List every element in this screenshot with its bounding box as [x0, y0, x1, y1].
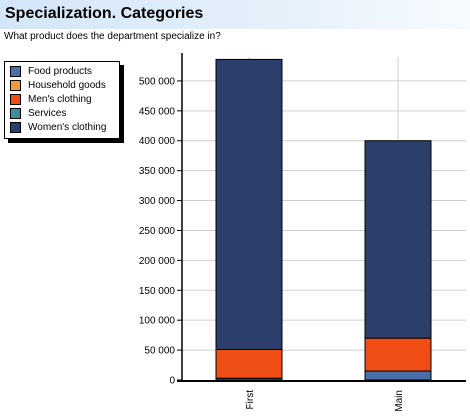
legend-item: Women's clothing	[10, 121, 106, 134]
chart-subtitle: What product does the department special…	[4, 31, 221, 42]
y-tick-label: 100 000	[139, 316, 176, 327]
bar-segment	[215, 58, 283, 350]
legend-item: Household goods	[10, 79, 106, 92]
legend-label: Food products	[28, 66, 92, 77]
y-tick-label: 300 000	[139, 196, 176, 207]
bar-segment	[364, 337, 432, 372]
legend-swatch	[10, 108, 21, 119]
y-tick-label: 350 000	[139, 166, 176, 177]
y-tick-label: 250 000	[139, 226, 176, 237]
chart-legend: Food products Household goods Men's clothi…	[4, 61, 120, 139]
y-tick-label: 0	[169, 376, 175, 387]
legend-label: Women's clothing	[28, 122, 107, 133]
title-bar: Specialization. Categories	[0, 0, 470, 29]
legend-item: Men's clothing	[10, 93, 92, 106]
legend-swatch	[10, 80, 21, 91]
y-tick-label: 500 000	[139, 76, 176, 87]
y-tick-label: 450 000	[139, 106, 176, 117]
legend-label: Services	[28, 108, 67, 119]
legend-swatch	[10, 66, 21, 77]
legend-item: Services	[10, 107, 66, 120]
y-tick-label: 150 000	[139, 286, 176, 297]
legend-swatch	[10, 122, 21, 133]
bar-segment	[364, 370, 432, 381]
y-tick-label: 400 000	[139, 136, 176, 147]
x-tick-label: First	[245, 390, 256, 410]
y-tick-label: 200 000	[139, 256, 176, 267]
chart-title: Specialization. Categories	[5, 5, 204, 22]
legend-label: Men's clothing	[28, 94, 92, 105]
bar-segment	[364, 140, 432, 339]
legend-item: Food products	[10, 65, 92, 78]
bar-segment	[215, 348, 283, 379]
y-tick-label: 50 000	[144, 346, 175, 357]
legend-label: Household goods	[28, 80, 106, 91]
legend-swatch	[10, 94, 21, 105]
x-tick-label: Main	[394, 390, 405, 412]
